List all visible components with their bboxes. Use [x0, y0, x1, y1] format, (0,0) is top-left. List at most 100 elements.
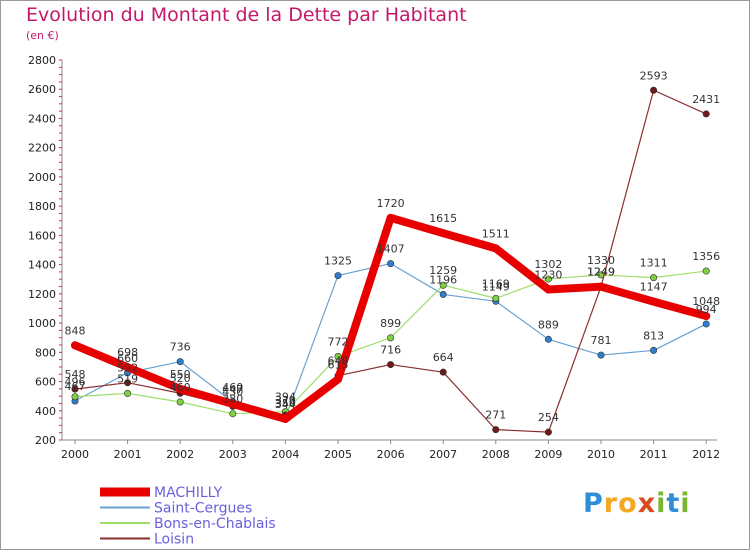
data-label: 1048 — [692, 295, 720, 308]
data-point — [229, 410, 237, 418]
data-label: 1311 — [640, 257, 668, 270]
data-point — [597, 282, 605, 291]
data-point — [386, 213, 395, 222]
data-point — [334, 375, 342, 384]
data-label: 2593 — [640, 69, 668, 82]
data-point — [491, 244, 500, 253]
data-label: 1302 — [534, 258, 562, 271]
data-label: 1230 — [534, 268, 562, 281]
data-label: 380 — [222, 393, 243, 406]
data-label: 520 — [170, 372, 191, 385]
data-label: 813 — [643, 329, 664, 342]
data-label: 496 — [65, 376, 86, 389]
data-label: 1407 — [377, 243, 405, 256]
logo-letter: P — [583, 488, 604, 519]
data-label: 254 — [538, 411, 559, 424]
data-label: 615 — [328, 358, 349, 371]
y-tick-label: 1400 — [28, 259, 56, 272]
data-label: 698 — [117, 346, 138, 359]
data-point — [439, 290, 447, 298]
data-label: 344 — [275, 398, 296, 411]
x-tick-label: 2008 — [482, 448, 510, 461]
data-point — [334, 352, 342, 360]
logo-letter: r — [603, 488, 619, 519]
logo-letter: i — [656, 488, 667, 519]
legend-label: Loisin — [154, 532, 194, 548]
x-tick-label: 2005 — [324, 448, 352, 461]
data-label: 781 — [591, 334, 612, 347]
x-tick-label: 2006 — [377, 448, 405, 461]
data-label: 460 — [222, 381, 243, 394]
data-label: 716 — [380, 344, 401, 357]
data-point — [544, 428, 552, 436]
y-tick-label: 2800 — [28, 54, 56, 67]
y-tick-label: 600 — [35, 376, 56, 389]
x-tick-label: 2007 — [429, 448, 457, 461]
data-label: 592 — [117, 362, 138, 375]
logo-letter: t — [666, 488, 681, 519]
data-label: 1325 — [324, 255, 352, 268]
data-label: 1259 — [429, 264, 457, 277]
data-point — [544, 285, 553, 294]
data-point — [544, 275, 552, 283]
data-point — [71, 385, 79, 393]
x-tick-label: 2011 — [640, 448, 668, 461]
y-tick-label: 400 — [35, 405, 56, 418]
data-label: 350 — [275, 397, 296, 410]
data-label: 1720 — [377, 197, 405, 210]
x-tick-label: 2010 — [587, 448, 615, 461]
y-tick-label: 1000 — [28, 317, 56, 330]
data-label: 1330 — [587, 254, 615, 267]
data-label: 430 — [222, 385, 243, 398]
legend-label: MACHILLY — [154, 485, 223, 501]
data-point — [702, 312, 711, 321]
logo-letter: i — [680, 488, 691, 519]
y-tick-label: 2600 — [28, 83, 56, 96]
data-point — [650, 274, 658, 282]
data-label: 460 — [170, 381, 191, 394]
data-label: 271 — [485, 409, 506, 422]
y-tick-label: 2400 — [28, 112, 56, 125]
data-label: 1249 — [587, 266, 615, 279]
data-label: 994 — [696, 303, 717, 316]
chart-title: Evolution du Montant de la Dette par Hab… — [26, 4, 467, 26]
legend: MACHILLYSaint-CerguesBons-en-ChablaisLoi… — [100, 485, 276, 548]
logo-letter: o — [618, 488, 638, 519]
data-point — [71, 393, 79, 401]
data-label: 447 — [222, 383, 243, 396]
data-point — [281, 414, 290, 423]
data-label: 370 — [275, 394, 296, 407]
x-tick-label: 2012 — [692, 448, 720, 461]
data-label: 1196 — [429, 273, 457, 286]
data-point — [334, 272, 342, 280]
data-label: 1169 — [482, 277, 510, 290]
y-tick-label: 2200 — [28, 142, 56, 155]
data-point — [702, 110, 710, 118]
y-tick-label: 1200 — [28, 288, 56, 301]
data-point — [439, 229, 448, 238]
data-point — [387, 334, 395, 342]
data-label: 550 — [170, 368, 191, 381]
y-tick-label: 800 — [35, 346, 56, 359]
data-label: 548 — [65, 368, 86, 381]
y-tick-label: 2000 — [28, 171, 56, 184]
data-label: 772 — [328, 335, 349, 348]
data-label: 1147 — [640, 281, 668, 294]
x-tick-label: 2001 — [114, 448, 142, 461]
data-point — [124, 379, 132, 387]
data-point — [439, 368, 447, 376]
data-point — [387, 260, 395, 268]
data-point — [228, 399, 237, 408]
data-point — [439, 281, 447, 289]
data-point — [649, 297, 658, 306]
data-label: 1149 — [482, 280, 510, 293]
data-label: 889 — [538, 318, 559, 331]
y-tick-label: 1800 — [28, 200, 56, 213]
data-point — [492, 294, 500, 302]
data-point — [71, 341, 79, 350]
axes: 200 400 600 800 1000 1200 1400 1600 1800 2000 2200… — [28, 54, 720, 461]
data-label: 1615 — [429, 212, 457, 225]
data-point — [176, 358, 184, 366]
x-tick-label: 2004 — [271, 448, 299, 461]
